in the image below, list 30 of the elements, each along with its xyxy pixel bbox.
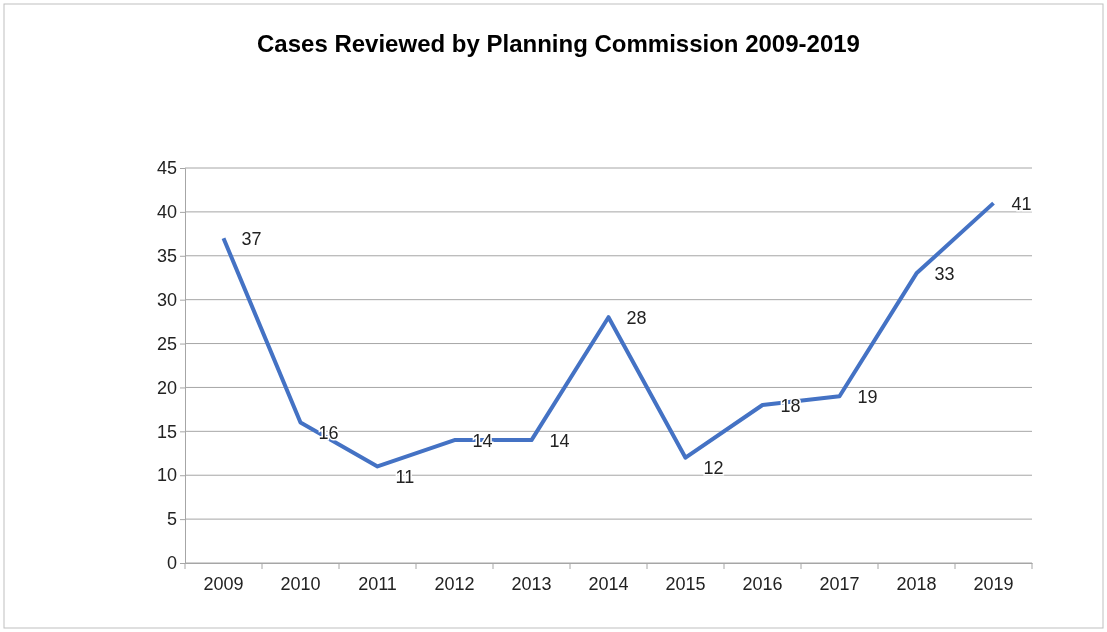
y-tick-label: 10 <box>156 465 177 486</box>
chart-title: Cases Reviewed by Planning Commission 2009-2019 <box>257 30 860 57</box>
data-label: 41 <box>1011 193 1032 214</box>
data-label: 33 <box>934 264 955 285</box>
x-tick-label: 2010 <box>280 573 321 594</box>
y-tick-label: 40 <box>156 202 177 223</box>
data-label: 14 <box>549 430 570 451</box>
y-tick-label: 30 <box>156 289 177 310</box>
y-tick-label: 35 <box>156 246 177 267</box>
x-tick-label: 2014 <box>588 573 629 594</box>
y-tick-label: 15 <box>156 421 177 442</box>
y-tick-label: 0 <box>166 553 177 574</box>
x-tick-label: 2011 <box>358 573 397 594</box>
y-tick-label: 5 <box>166 509 177 530</box>
data-label: 12 <box>703 458 724 479</box>
y-tick-label: 20 <box>156 377 177 398</box>
data-label: 28 <box>626 307 647 328</box>
x-tick-label: 2019 <box>973 573 1014 594</box>
x-tick-label: 2013 <box>511 573 552 594</box>
x-tick-label: 2016 <box>742 573 783 594</box>
x-tick-label: 2017 <box>819 573 860 594</box>
data-label: 19 <box>857 386 878 407</box>
y-tick-label: 45 <box>156 158 177 179</box>
x-tick-label: 2015 <box>665 573 706 594</box>
x-tick-label: 2009 <box>203 573 244 594</box>
x-tick-label: 2018 <box>896 573 937 594</box>
data-label: 11 <box>395 467 415 488</box>
x-tick-label: 2012 <box>434 573 475 594</box>
data-label: 37 <box>241 228 262 249</box>
y-tick-label: 25 <box>156 333 177 354</box>
